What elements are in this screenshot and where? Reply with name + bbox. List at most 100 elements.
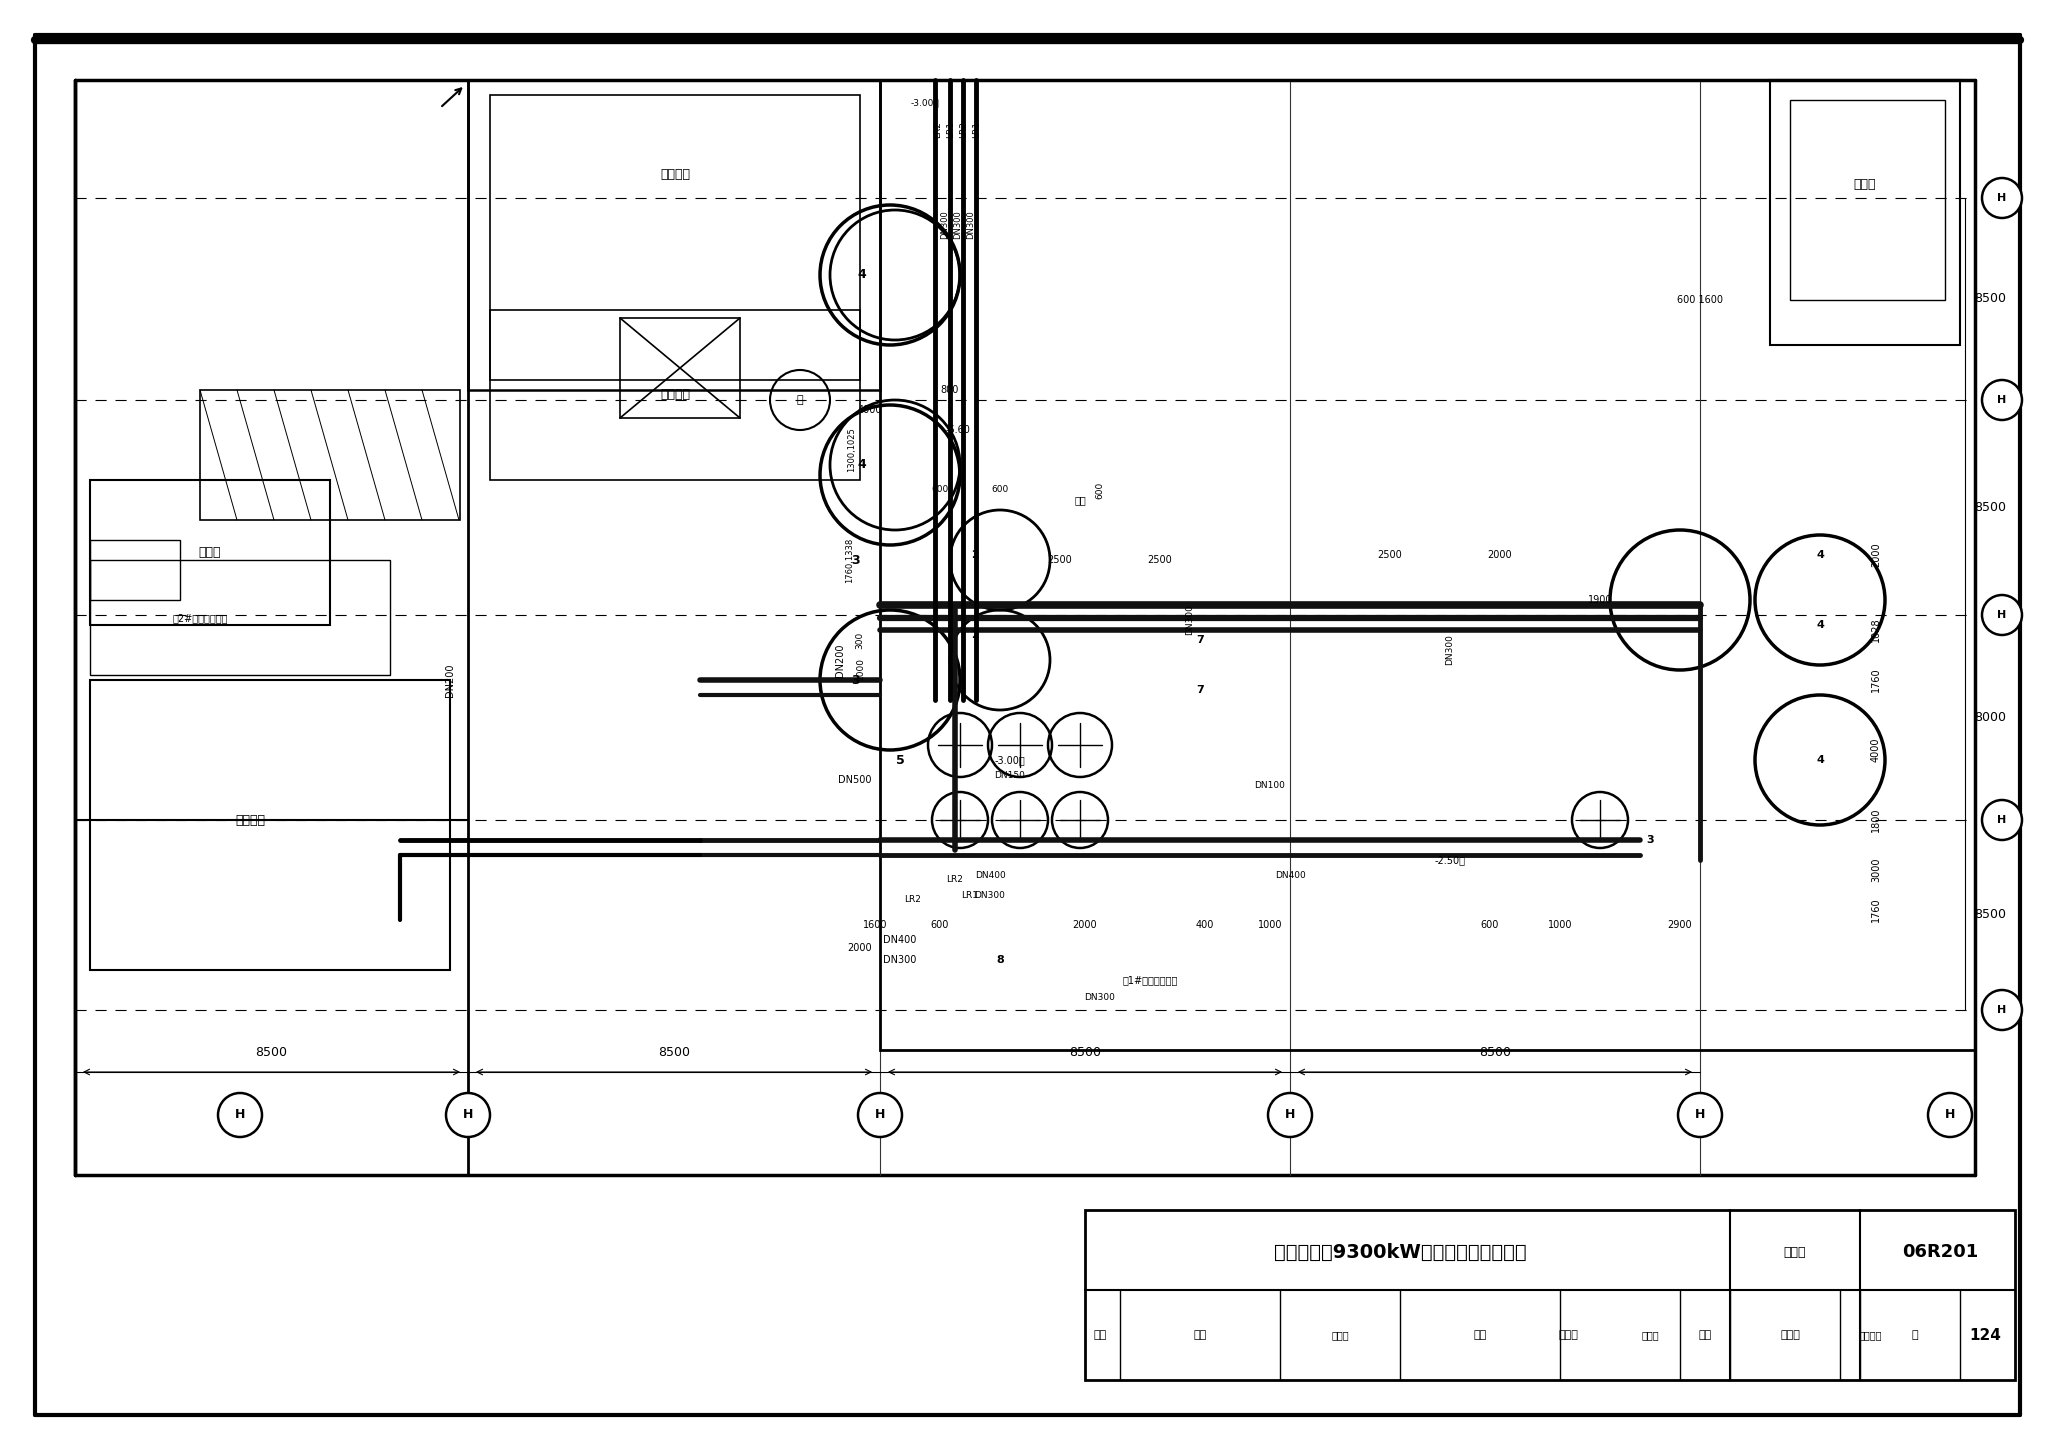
Text: 吴平均: 吴平均 <box>1640 1330 1659 1341</box>
Circle shape <box>1982 595 2021 635</box>
Text: 2: 2 <box>971 631 979 641</box>
Bar <box>489 310 860 481</box>
Circle shape <box>1927 1092 1972 1137</box>
Bar <box>1085 1211 2015 1380</box>
Text: DN400: DN400 <box>883 935 918 945</box>
Text: 7: 7 <box>1196 635 1204 645</box>
Text: H: H <box>236 1108 246 1121</box>
Text: 图集号: 图集号 <box>1784 1245 1806 1258</box>
Circle shape <box>217 1092 262 1137</box>
Bar <box>201 390 461 519</box>
Text: LR2: LR2 <box>946 876 963 885</box>
Text: LR1: LR1 <box>961 890 979 899</box>
Text: 2500: 2500 <box>1049 556 1073 566</box>
Text: DN500: DN500 <box>838 775 872 785</box>
Text: 1900: 1900 <box>1587 595 1612 605</box>
Text: 1760: 1760 <box>1872 898 1880 922</box>
Text: DN300: DN300 <box>1446 635 1454 665</box>
Text: 3: 3 <box>850 674 860 687</box>
Text: H: H <box>1997 193 2007 203</box>
Bar <box>621 317 739 418</box>
Text: 5: 5 <box>895 753 905 766</box>
Text: DN400: DN400 <box>975 870 1006 879</box>
Text: 1000: 1000 <box>1548 921 1573 929</box>
Circle shape <box>1677 1092 1722 1137</box>
Text: DN200: DN200 <box>444 664 455 697</box>
Text: 06R201: 06R201 <box>1903 1242 1978 1261</box>
Text: H: H <box>1997 815 2007 825</box>
Text: 2000: 2000 <box>848 942 872 952</box>
Text: 8500: 8500 <box>1479 1046 1511 1059</box>
Text: 2000: 2000 <box>1872 543 1880 567</box>
Bar <box>1790 100 1946 300</box>
Text: 接2#楼冷冻水管井: 接2#楼冷冻水管井 <box>172 613 227 623</box>
Text: 600 1600: 600 1600 <box>1677 294 1722 304</box>
Text: 4: 4 <box>1817 550 1825 560</box>
Text: 陈洁琼: 陈洁琼 <box>1780 1330 1800 1341</box>
Text: 泵房: 泵房 <box>1073 495 1085 505</box>
Text: 陈洁琼签: 陈洁琼签 <box>1858 1330 1882 1341</box>
Bar <box>1769 79 1960 345</box>
Text: 8: 8 <box>995 955 1004 965</box>
Text: 2: 2 <box>971 550 979 560</box>
Bar <box>881 79 1974 1051</box>
Text: H: H <box>1696 1108 1706 1121</box>
Text: 800: 800 <box>940 385 958 395</box>
Circle shape <box>1982 990 2021 1030</box>
Text: H: H <box>1284 1108 1294 1121</box>
Text: 1000: 1000 <box>856 657 864 680</box>
Text: LR2: LR2 <box>905 896 922 905</box>
Text: 设计: 设计 <box>1698 1330 1712 1341</box>
Bar <box>90 560 389 675</box>
Text: 吴京龙: 吴京龙 <box>1559 1330 1577 1341</box>
Text: DN300: DN300 <box>1186 605 1194 635</box>
Bar <box>90 481 330 625</box>
Bar <box>469 79 881 390</box>
Text: DN100: DN100 <box>1255 781 1286 789</box>
Text: 2900: 2900 <box>1667 921 1692 929</box>
Text: H: H <box>874 1108 885 1121</box>
Text: DN300: DN300 <box>954 211 963 240</box>
Text: 总装机容量9300kW机房空调水管平面图: 总装机容量9300kW机房空调水管平面图 <box>1274 1242 1526 1261</box>
Text: 600: 600 <box>991 485 1008 495</box>
Bar <box>489 95 860 380</box>
Text: LR2: LR2 <box>961 121 969 139</box>
Circle shape <box>1982 177 2021 218</box>
Text: 2500: 2500 <box>1378 550 1403 560</box>
Text: H: H <box>463 1108 473 1121</box>
Text: 300: 300 <box>856 632 864 648</box>
Text: -3.00层: -3.00层 <box>995 755 1026 765</box>
Text: 4: 4 <box>858 459 866 472</box>
Text: 2000: 2000 <box>1487 550 1511 560</box>
Text: 1000: 1000 <box>1257 921 1282 929</box>
Text: 3000: 3000 <box>1872 857 1880 882</box>
Text: 3: 3 <box>850 554 860 567</box>
Text: 8500: 8500 <box>1069 1046 1102 1059</box>
Text: 4: 4 <box>1817 620 1825 631</box>
Circle shape <box>858 1092 901 1137</box>
Text: DN300: DN300 <box>883 955 918 965</box>
Text: 4: 4 <box>858 268 866 281</box>
Text: H: H <box>1997 1004 2007 1014</box>
Text: DN200: DN200 <box>836 644 846 677</box>
Text: 2500: 2500 <box>1147 556 1171 566</box>
Text: -2.50层: -2.50层 <box>1434 856 1466 864</box>
Text: 审核: 审核 <box>1094 1330 1106 1341</box>
Text: 8500: 8500 <box>657 1046 690 1059</box>
Text: 新风机房: 新风机房 <box>659 169 690 182</box>
Bar <box>90 540 180 600</box>
Text: DN300: DN300 <box>940 211 950 240</box>
Text: 600: 600 <box>1096 482 1104 499</box>
Text: 集水坑: 集水坑 <box>1853 179 1876 192</box>
Text: 洁具间: 洁具间 <box>199 545 221 558</box>
Text: H: H <box>1946 1108 1956 1121</box>
Text: 600: 600 <box>930 921 948 929</box>
Text: 8500: 8500 <box>1974 501 2005 514</box>
Text: -3.00层: -3.00层 <box>911 98 940 107</box>
Text: 2000: 2000 <box>1073 921 1098 929</box>
Text: 赵侯: 赵侯 <box>1194 1330 1206 1341</box>
Text: 页: 页 <box>1911 1330 1919 1341</box>
Bar <box>90 680 451 970</box>
Text: 7: 7 <box>1196 685 1204 696</box>
Text: -6.60: -6.60 <box>946 426 971 434</box>
